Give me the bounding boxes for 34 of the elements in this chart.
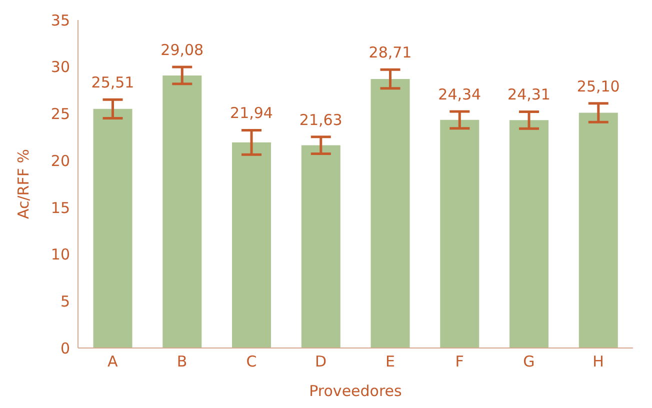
x-tick-label: C [246,352,257,371]
x-tick-label: E [385,352,395,371]
y-tick-label: 35 [50,11,70,30]
y-tick-label: 10 [50,246,70,264]
data-label: 21,94 [230,104,273,122]
x-axis-title: Proveedores [309,382,402,400]
data-label: 21,63 [299,110,342,129]
x-tick-label: D [315,352,327,371]
y-tick-label: 5 [60,292,70,310]
x-tick-label: A [108,352,119,371]
x-tick-label: H [592,352,604,371]
y-tick-label: 20 [50,152,70,170]
data-label: 25,10 [576,77,620,96]
x-tick-label: B [176,352,188,371]
data-label: 24,31 [508,86,550,104]
bar [93,108,132,348]
bar [440,120,480,348]
bar [370,78,410,348]
data-label: 28,71 [368,44,412,62]
bar [232,142,272,348]
data-label: 25,51 [91,74,134,92]
data-label: 29,08 [160,41,204,60]
bar [162,75,202,348]
y-tick-label: 25 [50,105,70,124]
y-tick-label: 0 [60,339,70,358]
y-tick-label: 30 [50,58,70,76]
bar [578,112,618,348]
data-label: 24,34 [438,85,482,104]
y-axis-title: Ac/RFF % [14,149,32,219]
y-tick-label: 15 [50,198,70,217]
x-tick-label: G [523,352,535,371]
bar [510,120,549,348]
x-tick-label: F [455,352,464,371]
bar [301,145,340,348]
